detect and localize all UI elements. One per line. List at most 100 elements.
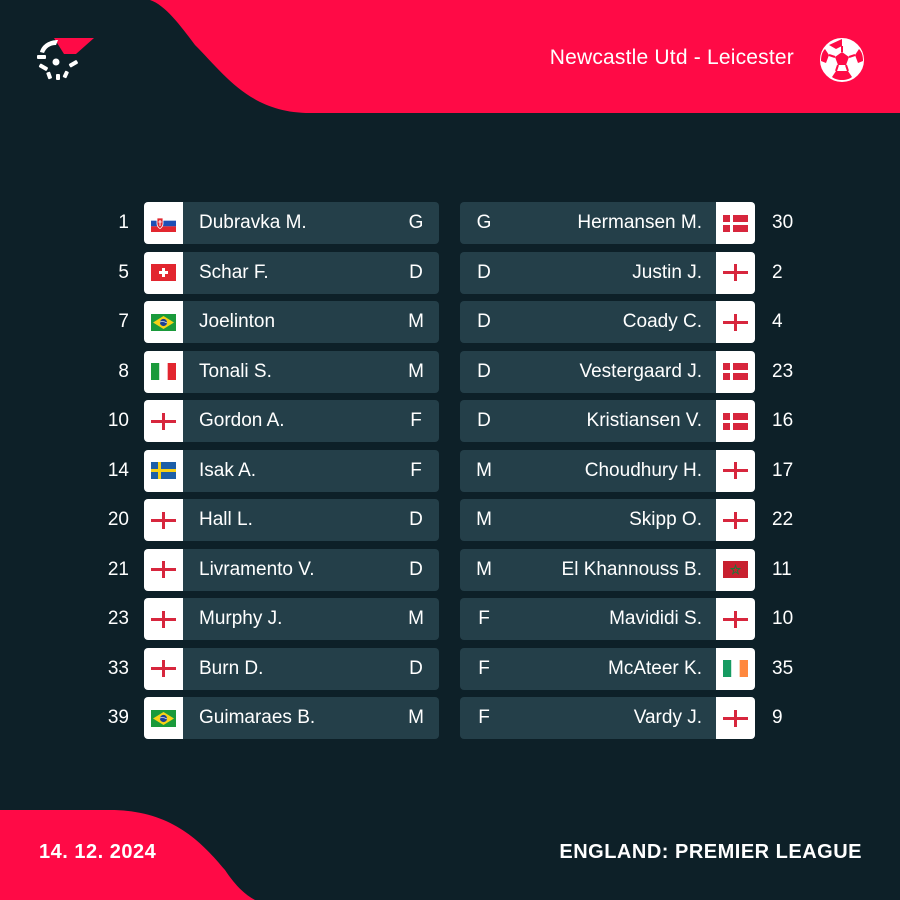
player-name: Vardy J. <box>633 707 702 728</box>
player-name: Burn D. <box>199 657 264 679</box>
player-position: M <box>476 558 492 580</box>
player-name: Joelinton <box>199 311 276 332</box>
player-name: Tonali S. <box>199 360 272 382</box>
shirt-number: 11 <box>772 558 792 580</box>
shirt-number: 10 <box>107 410 129 431</box>
player-name: Hall L. <box>199 509 253 530</box>
player-card[interactable]: Dubravka M. G <box>144 202 439 244</box>
player-position: M <box>408 608 424 629</box>
away-player-row[interactable]: 17 Choudhury H. M <box>0 449 900 492</box>
player-position: D <box>409 509 423 530</box>
player-position: F <box>478 657 490 679</box>
player-card[interactable]: Isak A. F <box>144 449 439 492</box>
player-card[interactable]: Guimaraes B. M <box>144 697 439 739</box>
player-card[interactable]: Coady C. D <box>460 301 755 343</box>
player-card[interactable]: Hall L. D <box>144 499 439 541</box>
home-player-row[interactable]: 20 Hall L. D <box>0 499 900 541</box>
player-card[interactable]: Joelinton M <box>144 301 439 343</box>
player-name: Schar F. <box>199 261 269 283</box>
away-player-row[interactable]: 23 Vestergaard J. D <box>0 350 900 393</box>
away-player-row[interactable]: 9 Vardy J. F <box>0 697 900 739</box>
player-position: D <box>409 558 423 580</box>
brazil-flag-icon <box>144 697 183 739</box>
away-player-row[interactable]: 22 Skipp O. M <box>0 499 900 541</box>
england-flag-icon <box>716 251 755 294</box>
player-name: Vestergaard J. <box>579 360 702 382</box>
away-player-row[interactable]: 30 Hermansen M. G <box>0 202 900 244</box>
home-player-row[interactable]: 5 Schar F. D <box>0 251 900 294</box>
shirt-number: 17 <box>772 459 794 481</box>
home-player-row[interactable]: 33 Burn D. D <box>0 647 900 690</box>
player-card[interactable]: El Khannouss B. M <box>460 548 755 591</box>
player-card[interactable]: Murphy J. M <box>144 598 439 640</box>
home-player-row[interactable]: 21 Livramento V. D <box>0 548 900 591</box>
denmark-flag-icon <box>716 400 755 442</box>
player-card[interactable]: Mavididi S. F <box>460 598 755 640</box>
player-position: F <box>410 459 422 481</box>
player-name: Kristiansen V. <box>586 410 702 431</box>
shirt-number: 5 <box>118 261 129 283</box>
shirt-number: 30 <box>772 212 794 233</box>
morocco-flag-icon <box>716 548 755 591</box>
player-position: D <box>477 410 491 431</box>
shirt-number: 8 <box>118 360 129 382</box>
home-player-row[interactable]: 10 Gordon A. F <box>0 400 900 442</box>
player-card[interactable]: McAteer K. F <box>460 647 755 690</box>
player-name: Hermansen M. <box>577 212 702 233</box>
home-player-row[interactable]: 14 Isak A. F <box>0 449 900 492</box>
player-position: M <box>476 459 492 481</box>
player-name: Skipp O. <box>629 509 702 530</box>
player-card[interactable]: Justin J. D <box>460 251 755 294</box>
player-card[interactable]: Vestergaard J. D <box>460 350 755 393</box>
home-player-row[interactable]: 23 Murphy J. M <box>0 598 900 640</box>
away-player-row[interactable]: 2 Justin J. D <box>0 251 900 294</box>
shirt-number: 20 <box>107 509 129 530</box>
away-player-row[interactable]: 16 Kristiansen V. D <box>0 400 900 442</box>
switzerland-flag-icon <box>144 251 183 294</box>
player-card[interactable]: Schar F. D <box>144 251 439 294</box>
home-player-row[interactable]: 7 Joelinton M <box>0 301 900 343</box>
player-card[interactable]: Hermansen M. G <box>460 202 755 244</box>
away-player-row[interactable]: 35 McAteer K. F <box>0 647 900 690</box>
player-card[interactable]: Choudhury H. M <box>460 449 755 492</box>
player-position: M <box>408 707 424 728</box>
player-name: McAteer K. <box>608 657 702 679</box>
england-flag-icon <box>144 499 183 541</box>
player-name: El Khannouss B. <box>561 558 702 580</box>
denmark-flag-icon <box>716 202 755 244</box>
england-flag-icon <box>716 499 755 541</box>
home-player-row[interactable]: 8 Tonali S. M <box>0 350 900 393</box>
shirt-number: 2 <box>772 261 783 283</box>
player-card[interactable]: Kristiansen V. D <box>460 400 755 442</box>
player-name: Dubravka M. <box>199 212 307 233</box>
player-position: F <box>478 707 490 728</box>
home-player-row[interactable]: 39 Guimaraes B. M <box>0 697 900 739</box>
player-name: Guimaraes B. <box>199 707 316 728</box>
away-player-row[interactable]: 4 Coady C. D <box>0 301 900 343</box>
player-position: F <box>478 608 490 629</box>
away-player-row[interactable]: 11 El Khannouss B. M <box>0 548 900 591</box>
brazil-flag-icon <box>144 301 183 343</box>
player-name: Isak A. <box>199 459 257 481</box>
player-name: Mavididi S. <box>609 608 702 629</box>
shirt-number: 22 <box>772 509 794 530</box>
match-date: 14. 12. 2024 <box>39 841 157 863</box>
england-flag-icon <box>716 598 755 640</box>
player-position: D <box>477 311 491 332</box>
player-card[interactable]: Gordon A. F <box>144 400 439 442</box>
player-card[interactable]: Burn D. D <box>144 647 439 690</box>
england-flag-icon <box>716 449 755 492</box>
player-position: D <box>477 360 491 382</box>
home-player-row[interactable]: 1 Dubravka M. G <box>0 202 900 244</box>
player-card[interactable]: Skipp O. M <box>460 499 755 541</box>
player-card[interactable]: Tonali S. M <box>144 350 439 393</box>
shirt-number: 7 <box>118 311 129 332</box>
away-player-row[interactable]: 10 Mavididi S. F <box>0 598 900 640</box>
player-card[interactable]: Livramento V. D <box>144 548 439 591</box>
italy-flag-icon <box>144 350 183 393</box>
shirt-number: 1 <box>118 212 129 233</box>
player-name: Gordon A. <box>199 410 285 431</box>
player-card[interactable]: Vardy J. F <box>460 697 755 739</box>
player-name: Livramento V. <box>199 558 315 580</box>
england-flag-icon <box>144 548 183 591</box>
